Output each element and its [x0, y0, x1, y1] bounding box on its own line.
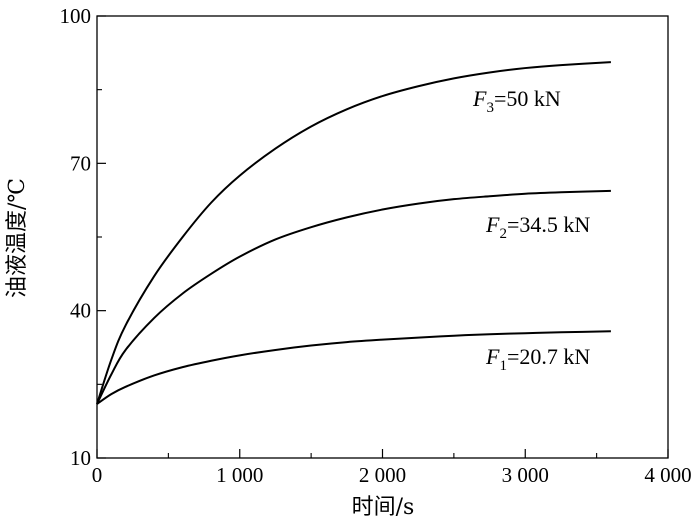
- y-tick-label-1: 40: [70, 299, 91, 323]
- series-labels: F3=50 kN F2=34.5 kN F1=20.7 kN: [472, 86, 590, 374]
- y-tick-label-3: 100: [60, 4, 92, 28]
- y-axis-title: 油液温度/℃: [5, 178, 30, 298]
- x-tick-label-3: 3 000: [502, 463, 549, 487]
- series-label-3: F1=20.7 kN: [485, 344, 590, 374]
- x-tick-label-1: 1 000: [216, 463, 263, 487]
- series-label-1: F3=50 kN: [472, 86, 561, 116]
- series-label-2: F2=34.5 kN: [485, 212, 590, 242]
- x-axis-title: 时间/s: [352, 495, 415, 520]
- series-line-2: [96, 189, 611, 405]
- series-line-1: [96, 61, 611, 405]
- series-lines: [96, 61, 611, 405]
- x-tick-label-2: 2 000: [359, 463, 406, 487]
- axis-ticks: [96, 15, 669, 459]
- axis-tick-labels: 0 1 000 2 000 3 000 4 000 10 40 70 100: [60, 4, 692, 487]
- x-tick-label-0: 0: [92, 463, 103, 487]
- x-tick-label-4: 4 000: [644, 463, 691, 487]
- y-tick-label-2: 70: [70, 151, 91, 175]
- series-line-3: [96, 330, 611, 405]
- y-tick-label-0: 10: [70, 446, 91, 470]
